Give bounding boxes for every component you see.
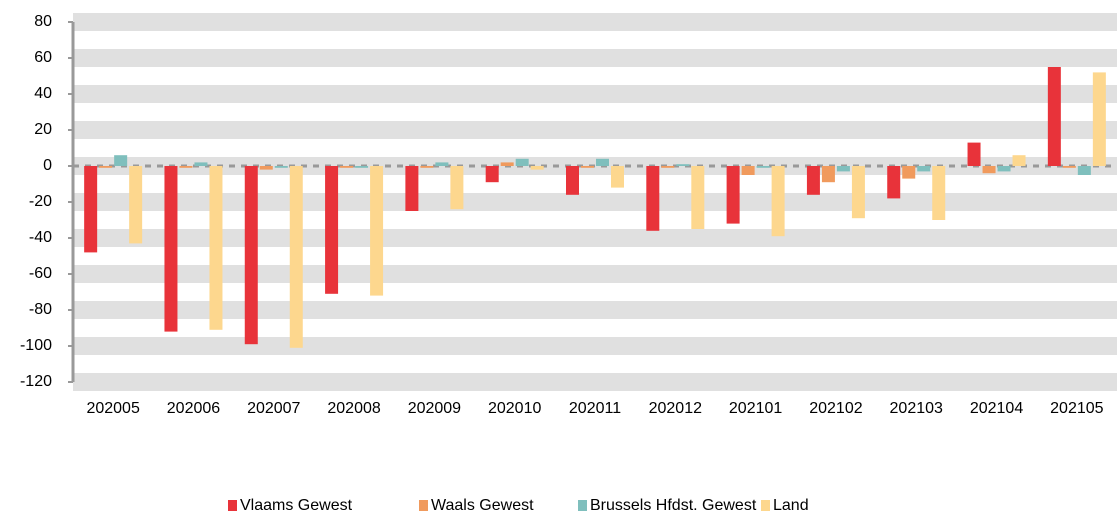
bar xyxy=(1047,67,1061,166)
legend-label: Brussels Hfdst. Gewest xyxy=(590,497,757,514)
grid-band xyxy=(73,85,1117,103)
bar xyxy=(289,166,303,348)
legend-label: Waals Gewest xyxy=(431,497,534,514)
legend-label: Vlaams Gewest xyxy=(240,497,353,514)
y-tick-label: 40 xyxy=(34,85,52,102)
bar xyxy=(932,166,946,220)
bar xyxy=(997,166,1011,172)
bar xyxy=(340,166,354,168)
y-tick-label: 60 xyxy=(34,49,52,66)
x-tick-label: 202012 xyxy=(649,400,702,417)
y-tick-label: 0 xyxy=(43,157,52,174)
legend-swatch xyxy=(578,500,587,511)
y-tick-label: -60 xyxy=(29,265,52,282)
bar xyxy=(741,166,755,175)
bar xyxy=(851,166,865,219)
legend-swatch xyxy=(761,500,770,511)
x-tick-label: 202103 xyxy=(890,400,943,417)
x-tick-label: 202010 xyxy=(488,400,541,417)
bar xyxy=(450,166,464,210)
legend-label: Land xyxy=(773,497,809,514)
y-tick-label: -40 xyxy=(29,229,52,246)
bar xyxy=(581,166,594,168)
bar xyxy=(566,166,579,195)
bar xyxy=(435,162,449,166)
bar xyxy=(726,166,740,224)
bar xyxy=(84,166,98,253)
bar xyxy=(485,166,499,183)
bar xyxy=(661,166,675,168)
bar xyxy=(646,166,660,231)
bar xyxy=(596,158,609,166)
bar xyxy=(420,166,434,168)
y-tick-label: -20 xyxy=(29,193,52,210)
bar xyxy=(691,166,705,229)
bar xyxy=(771,166,785,237)
x-tick-label: 202006 xyxy=(167,400,220,417)
bar xyxy=(274,166,288,168)
legend-swatch xyxy=(419,500,428,511)
bar xyxy=(1062,166,1076,168)
bar xyxy=(967,142,981,166)
bar xyxy=(355,166,369,168)
x-tick-label: 202101 xyxy=(729,400,782,417)
y-tick-label: -80 xyxy=(29,301,52,318)
x-tick-label: 202009 xyxy=(408,400,461,417)
grid-band xyxy=(73,193,1117,211)
x-tick-label: 202105 xyxy=(1050,400,1103,417)
bar xyxy=(1077,166,1091,175)
y-tick-label: 80 xyxy=(34,13,52,30)
bar xyxy=(114,155,128,166)
bar xyxy=(982,166,996,174)
bar xyxy=(129,166,143,244)
grid-band xyxy=(73,265,1117,283)
bar xyxy=(244,166,258,345)
grid-band xyxy=(73,13,1117,31)
bar xyxy=(530,166,544,170)
bar xyxy=(325,166,339,294)
legend-swatch xyxy=(228,500,237,511)
plot-background xyxy=(73,13,1117,391)
bar xyxy=(500,162,514,166)
bar xyxy=(611,166,624,188)
grid-band xyxy=(73,337,1117,355)
bar xyxy=(179,166,193,168)
bar xyxy=(209,166,223,330)
bar xyxy=(806,166,820,195)
grid-band xyxy=(73,229,1117,247)
bar xyxy=(370,166,384,296)
bar xyxy=(259,166,273,170)
bar xyxy=(902,166,916,179)
x-tick-label: 202104 xyxy=(970,400,1023,417)
bar xyxy=(1012,155,1026,166)
bar xyxy=(99,166,113,168)
grid-band xyxy=(73,301,1117,319)
x-tick-label: 202008 xyxy=(327,400,380,417)
bar xyxy=(515,158,529,166)
x-tick-label: 202011 xyxy=(569,400,621,417)
x-tick-label: 202102 xyxy=(809,400,862,417)
x-tick-label: 202007 xyxy=(247,400,300,417)
bar xyxy=(194,162,208,166)
grid-band xyxy=(73,49,1117,67)
y-tick-label: 20 xyxy=(34,121,52,138)
grid-band xyxy=(73,121,1117,139)
bar xyxy=(1092,72,1106,166)
x-tick-label: 202005 xyxy=(86,400,139,417)
bar xyxy=(164,166,178,332)
bar xyxy=(836,166,850,172)
bar xyxy=(887,166,901,199)
y-tick-label: -100 xyxy=(20,337,52,354)
grid-band xyxy=(73,373,1117,391)
bar xyxy=(821,166,835,183)
bar xyxy=(676,164,690,166)
y-tick-label: -120 xyxy=(20,373,52,390)
bar xyxy=(917,166,931,172)
bar xyxy=(756,166,770,168)
bar xyxy=(405,166,419,211)
